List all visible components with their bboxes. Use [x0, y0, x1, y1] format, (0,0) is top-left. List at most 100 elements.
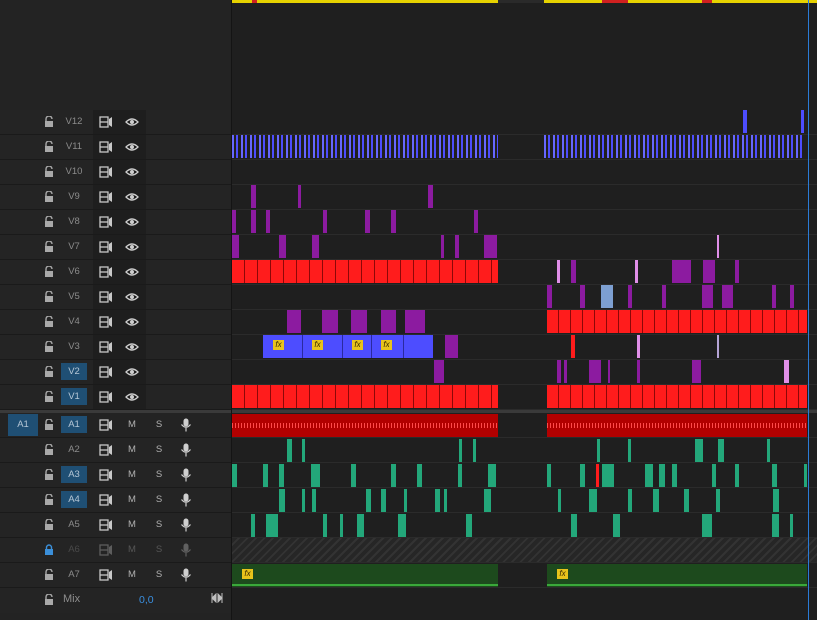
sync-lock-film-icon[interactable]: [99, 544, 113, 556]
mute-button[interactable]: M: [128, 494, 136, 505]
sync-lock-film-icon[interactable]: [99, 266, 113, 278]
audio-clip[interactable]: [613, 514, 620, 537]
audio-clip[interactable]: [488, 464, 496, 487]
work-area-bar[interactable]: [544, 0, 817, 3]
audio-clip[interactable]: [466, 514, 472, 537]
video-clip-group[interactable]: [547, 310, 807, 333]
audio-clip[interactable]: [323, 514, 327, 537]
audio-clip[interactable]: [417, 464, 422, 487]
video-clip[interactable]: [784, 360, 789, 383]
audio-clip[interactable]: [596, 464, 599, 487]
video-clip[interactable]: [608, 360, 610, 383]
microphone-icon[interactable]: [180, 443, 192, 457]
audio-clip[interactable]: [381, 489, 386, 512]
audio-clip[interactable]: [628, 439, 631, 462]
track-name-a3[interactable]: A3: [61, 466, 87, 483]
video-clip[interactable]: [743, 110, 747, 133]
video-clip[interactable]: [601, 285, 613, 308]
track-name-v7[interactable]: V7: [68, 241, 80, 252]
track-name-v1[interactable]: V1: [61, 388, 87, 405]
lock-open-icon[interactable]: [44, 166, 54, 178]
track-name-a5[interactable]: A5: [68, 519, 80, 530]
video-clip[interactable]: [547, 285, 552, 308]
video-clip[interactable]: [790, 285, 794, 308]
track-name-v9[interactable]: V9: [68, 191, 80, 202]
audio-clip[interactable]: [340, 514, 343, 537]
video-clip[interactable]: [266, 210, 270, 233]
sync-lock-film-icon[interactable]: [99, 569, 113, 581]
solo-button[interactable]: S: [155, 419, 163, 430]
lock-open-icon[interactable]: [44, 116, 54, 128]
track-lane-v12[interactable]: [232, 110, 817, 135]
mix-volume-value[interactable]: 0,0: [139, 594, 154, 606]
video-clip[interactable]: [405, 310, 425, 333]
audio-clip[interactable]: [659, 464, 665, 487]
sync-lock-film-icon[interactable]: [99, 494, 113, 506]
video-clip-group[interactable]: [544, 135, 805, 158]
video-clip[interactable]: [801, 110, 804, 133]
video-clip[interactable]: [672, 260, 691, 283]
track-name-v8[interactable]: V8: [68, 216, 80, 227]
lock-open-icon[interactable]: [44, 141, 54, 153]
track-lane-v9[interactable]: [232, 185, 817, 210]
track-name-v5[interactable]: V5: [68, 291, 80, 302]
track-name-a1[interactable]: A1: [61, 416, 87, 433]
audio-clip[interactable]: [672, 464, 677, 487]
fx-badge[interactable]: fx: [242, 569, 253, 579]
video-clip[interactable]: [703, 260, 715, 283]
microphone-icon[interactable]: [180, 468, 192, 482]
video-clip[interactable]: [484, 235, 497, 258]
track-name-v6[interactable]: V6: [68, 266, 80, 277]
audio-clip[interactable]: [404, 489, 407, 512]
fx-badge[interactable]: fx: [381, 340, 392, 350]
lock-open-icon[interactable]: [44, 569, 54, 581]
track-lane-v10[interactable]: [232, 160, 817, 185]
video-clip-group[interactable]: [232, 260, 498, 283]
video-clip[interactable]: [637, 360, 640, 383]
work-area-bar[interactable]: [232, 0, 498, 3]
video-clip[interactable]: [717, 335, 719, 358]
audio-clip[interactable]: [302, 489, 305, 512]
video-clip[interactable]: [474, 210, 478, 233]
track-lane-mix[interactable]: [232, 588, 817, 613]
audio-clip[interactable]: [653, 489, 659, 512]
eye-icon[interactable]: [125, 292, 139, 302]
audio-clip[interactable]: [547, 464, 551, 487]
audio-clip-group[interactable]: [232, 414, 498, 437]
track-lane-v5[interactable]: [232, 285, 817, 310]
video-clip[interactable]: [662, 285, 666, 308]
lock-open-icon[interactable]: [44, 241, 54, 253]
track-lane-v7[interactable]: [232, 235, 817, 260]
audio-clip[interactable]: [458, 464, 462, 487]
track-lane-v4[interactable]: [232, 310, 817, 335]
video-clip[interactable]: [232, 235, 239, 258]
eye-icon[interactable]: [125, 367, 139, 377]
audio-clip[interactable]: [484, 489, 491, 512]
audio-clip[interactable]: [712, 464, 716, 487]
eye-icon[interactable]: [125, 167, 139, 177]
video-clip-group[interactable]: fx fx fx fx: [263, 335, 433, 358]
track-name-a7[interactable]: A7: [68, 569, 80, 580]
audio-clip[interactable]: [444, 489, 447, 512]
video-clip[interactable]: [628, 285, 632, 308]
track-lane-a5[interactable]: [232, 513, 817, 538]
lock-open-icon[interactable]: [44, 391, 54, 403]
audio-clip[interactable]: [287, 439, 292, 462]
sync-lock-film-icon[interactable]: [99, 216, 113, 228]
video-clip[interactable]: [279, 235, 286, 258]
fx-badge[interactable]: fx: [352, 340, 363, 350]
mute-button[interactable]: M: [128, 469, 136, 480]
lock-open-icon[interactable]: [44, 316, 54, 328]
audio-clip[interactable]: [366, 489, 371, 512]
sync-lock-film-icon[interactable]: [99, 116, 113, 128]
sync-lock-film-icon[interactable]: [99, 191, 113, 203]
audio-clip[interactable]: [459, 439, 462, 462]
eye-icon[interactable]: [125, 192, 139, 202]
video-audio-divider[interactable]: [0, 410, 231, 413]
audio-clip[interactable]: [589, 489, 597, 512]
video-clip-group[interactable]: [547, 385, 807, 408]
video-clip[interactable]: [722, 285, 733, 308]
video-clip[interactable]: [445, 335, 458, 358]
solo-button[interactable]: S: [155, 444, 163, 455]
track-lane-a7[interactable]: [232, 563, 817, 588]
